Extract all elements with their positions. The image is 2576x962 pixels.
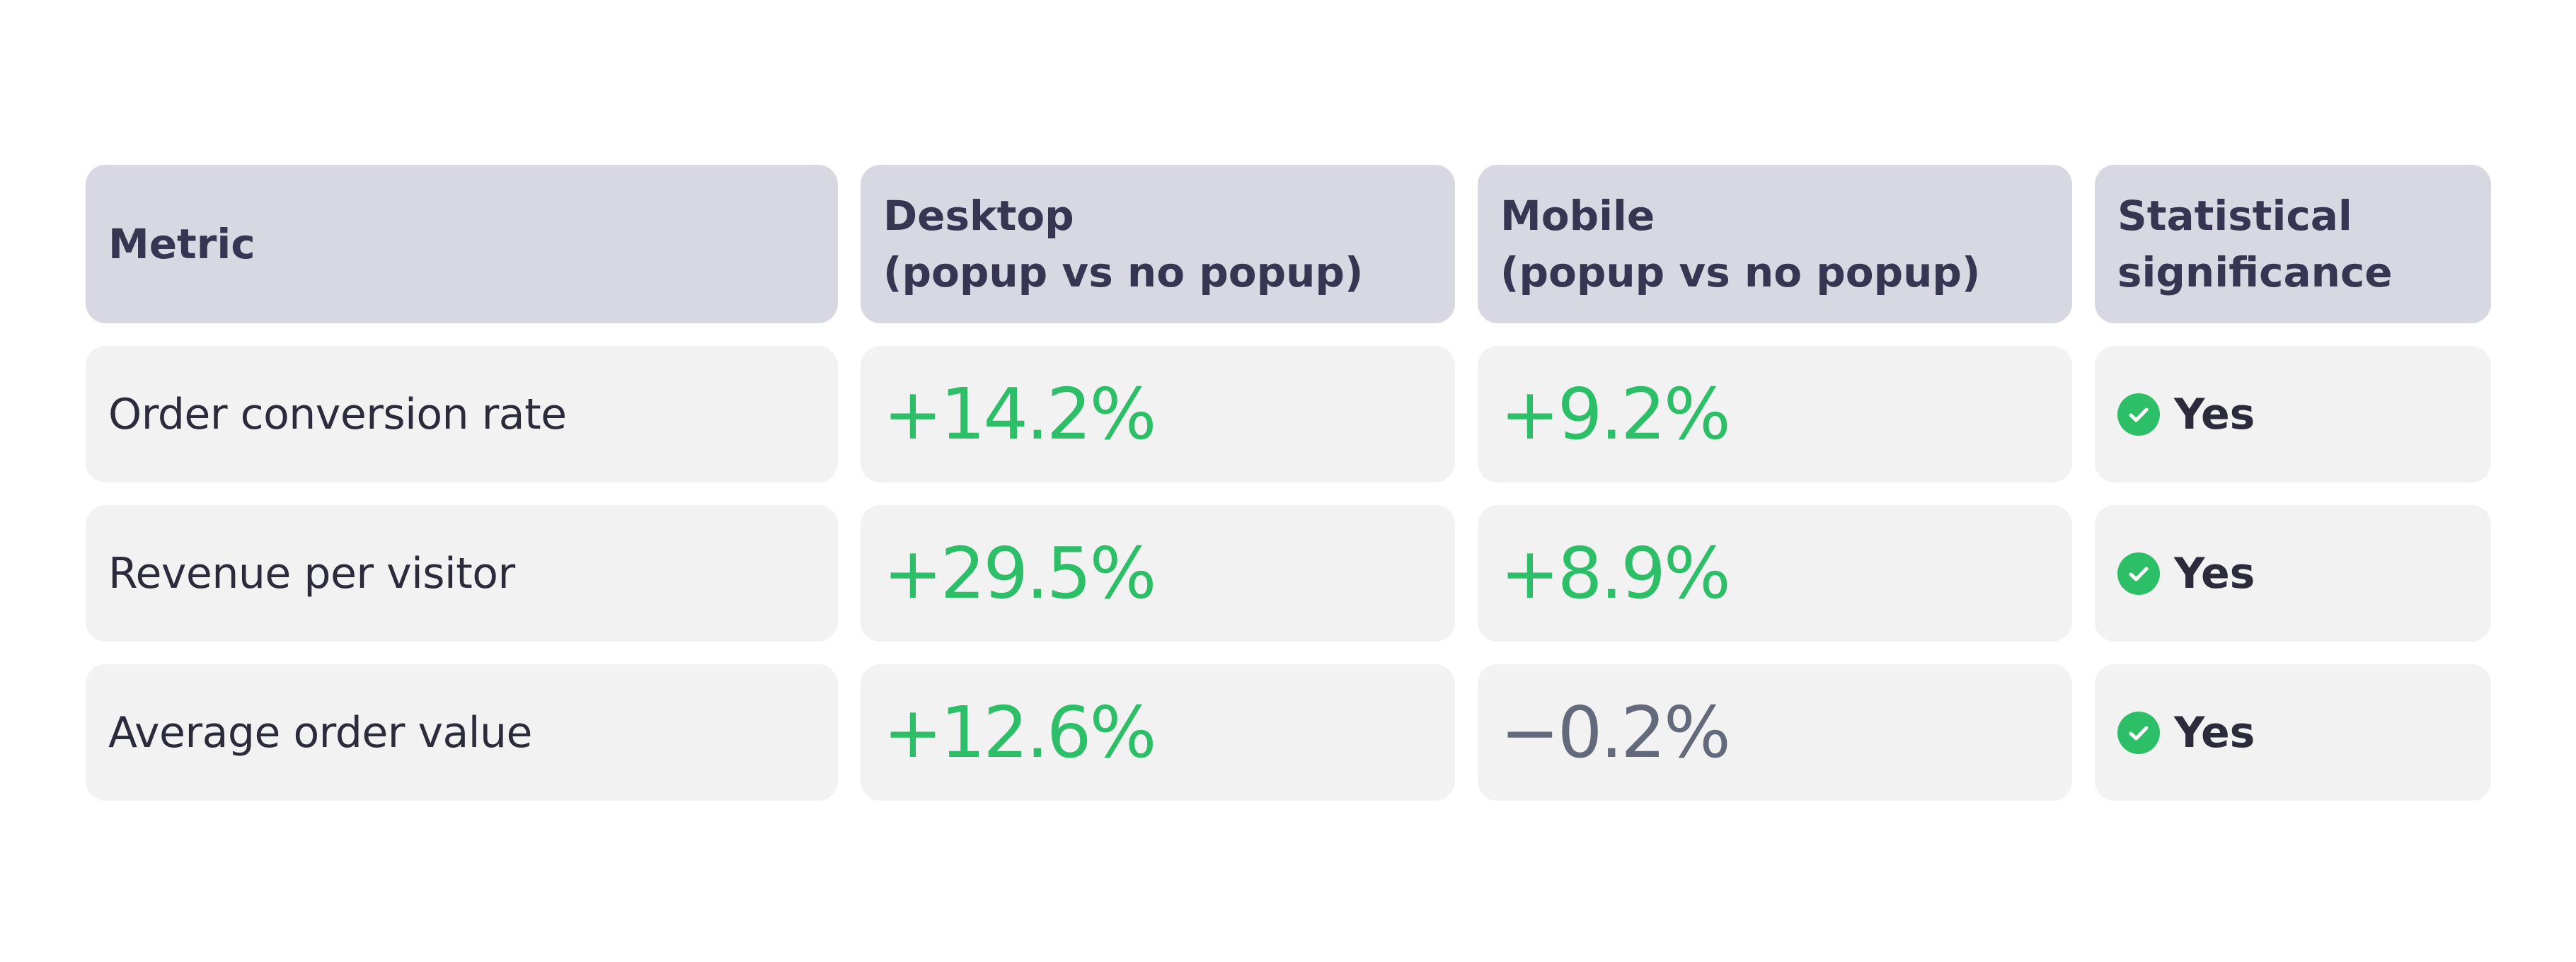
metric-label: Average order value <box>108 707 532 758</box>
mobile-value: +9.2% <box>1500 373 1731 456</box>
header-metric-label: Metric <box>108 220 255 268</box>
check-circle-icon <box>2117 393 2160 436</box>
metric-label: Revenue per visitor <box>108 548 515 598</box>
desktop-value: +14.2% <box>883 373 1156 456</box>
significance-indicator: Yes <box>2117 549 2255 598</box>
desktop-cell: +14.2% <box>861 346 1455 482</box>
mobile-value: −0.2% <box>1500 691 1731 774</box>
metric-cell: Revenue per visitor <box>86 505 838 642</box>
metric-label: Order conversion rate <box>108 389 567 439</box>
comparison-table: Metric Desktop (popup vs no popup) Mobil… <box>86 165 2491 801</box>
significance-label: Yes <box>2174 389 2255 439</box>
significance-label: Yes <box>2174 707 2255 758</box>
significance-cell: Yes <box>2095 505 2491 642</box>
header-desktop-label: Desktop (popup vs no popup) <box>883 192 1364 296</box>
mobile-cell: −0.2% <box>1478 664 2072 801</box>
mobile-cell: +9.2% <box>1478 346 2072 482</box>
header-significance-label: Statistical significance <box>2117 192 2393 296</box>
metric-cell: Average order value <box>86 664 838 801</box>
metric-cell: Order conversion rate <box>86 346 838 482</box>
header-metric: Metric <box>86 165 838 323</box>
header-significance: Statistical significance <box>2095 165 2491 323</box>
check-circle-icon <box>2117 552 2160 595</box>
significance-label: Yes <box>2174 548 2255 598</box>
desktop-cell: +12.6% <box>861 664 1455 801</box>
header-mobile: Mobile (popup vs no popup) <box>1478 165 2072 323</box>
desktop-value: +12.6% <box>883 691 1156 774</box>
desktop-value: +29.5% <box>883 532 1156 615</box>
mobile-value: +8.9% <box>1500 532 1731 615</box>
check-circle-icon <box>2117 711 2160 754</box>
header-desktop: Desktop (popup vs no popup) <box>861 165 1455 323</box>
significance-indicator: Yes <box>2117 708 2255 758</box>
mobile-cell: +8.9% <box>1478 505 2072 642</box>
significance-cell: Yes <box>2095 664 2491 801</box>
significance-cell: Yes <box>2095 346 2491 482</box>
significance-indicator: Yes <box>2117 390 2255 439</box>
header-mobile-label: Mobile (popup vs no popup) <box>1500 192 1981 296</box>
desktop-cell: +29.5% <box>861 505 1455 642</box>
